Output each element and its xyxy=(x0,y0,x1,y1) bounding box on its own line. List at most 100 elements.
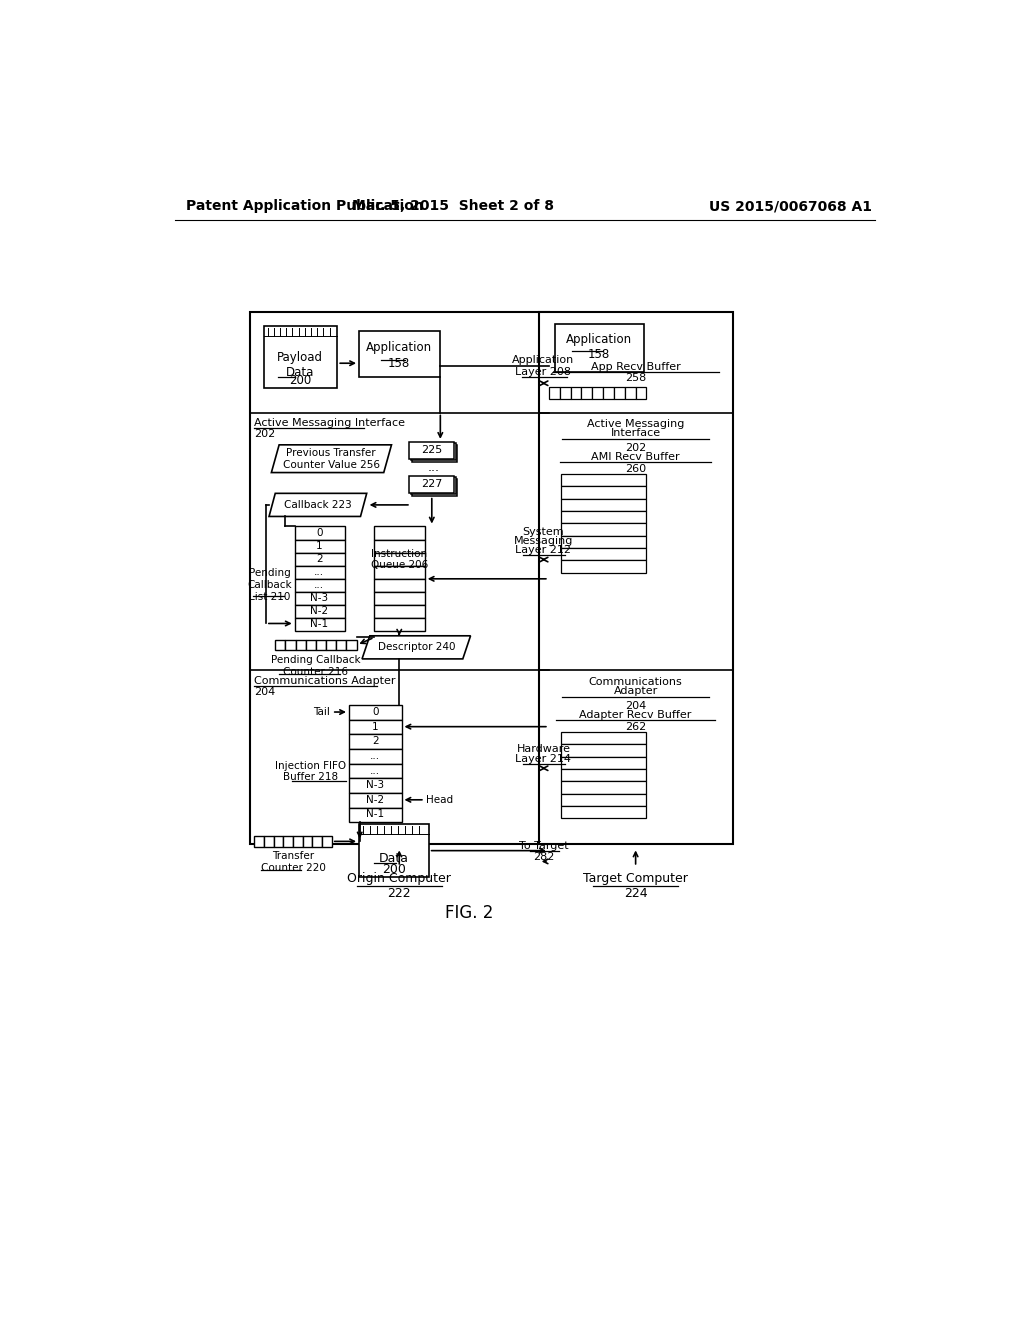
Bar xyxy=(561,523,646,536)
Bar xyxy=(570,387,582,399)
Text: 202: 202 xyxy=(254,429,275,440)
Text: FIG. 2: FIG. 2 xyxy=(444,904,494,921)
Bar xyxy=(295,553,345,566)
Text: 1: 1 xyxy=(316,541,323,550)
Text: Payload
Data: Payload Data xyxy=(278,351,323,379)
Text: 260: 260 xyxy=(625,465,646,474)
Text: Tail: Tail xyxy=(313,708,331,717)
Bar xyxy=(375,553,425,566)
Text: 200: 200 xyxy=(382,862,406,875)
Text: Application: Application xyxy=(512,355,574,366)
Bar xyxy=(251,313,549,843)
Bar xyxy=(375,540,425,553)
Text: Active Messaging Interface: Active Messaging Interface xyxy=(254,418,406,428)
Bar xyxy=(561,560,646,573)
Text: 222: 222 xyxy=(387,887,411,900)
Bar xyxy=(410,442,455,459)
Bar xyxy=(295,605,345,618)
Bar xyxy=(561,474,646,487)
Bar xyxy=(349,705,401,719)
Bar xyxy=(561,770,646,781)
Bar xyxy=(614,387,625,399)
Text: 158: 158 xyxy=(388,356,411,370)
Bar xyxy=(264,836,273,847)
Bar xyxy=(273,836,284,847)
Bar xyxy=(295,578,345,591)
Bar xyxy=(413,479,458,496)
Bar xyxy=(561,807,646,818)
Text: 0: 0 xyxy=(316,528,323,537)
Bar xyxy=(336,640,346,651)
Text: 0: 0 xyxy=(372,708,379,717)
Text: ...: ... xyxy=(370,751,380,760)
Text: 1: 1 xyxy=(372,722,379,731)
Text: 227: 227 xyxy=(421,479,442,490)
Bar xyxy=(312,836,323,847)
Bar xyxy=(295,527,345,540)
Text: 224: 224 xyxy=(624,887,647,900)
Text: Previous Transfer
Counter Value 256: Previous Transfer Counter Value 256 xyxy=(283,447,380,470)
Text: Descriptor 240: Descriptor 240 xyxy=(378,643,455,652)
Text: Injection FIFO
Buffer 218: Injection FIFO Buffer 218 xyxy=(275,760,346,783)
Text: Instruction
Queue 206: Instruction Queue 206 xyxy=(371,549,428,570)
Text: 258: 258 xyxy=(625,372,646,383)
Bar xyxy=(275,640,286,651)
Text: Communications: Communications xyxy=(589,677,683,686)
Text: Target Computer: Target Computer xyxy=(584,871,688,884)
Bar xyxy=(413,445,458,462)
Text: 200: 200 xyxy=(289,374,311,387)
Bar xyxy=(411,478,456,494)
Bar xyxy=(306,640,316,651)
Text: ...: ... xyxy=(427,462,439,474)
Bar xyxy=(349,808,401,822)
Bar xyxy=(561,756,646,770)
Text: Hardware: Hardware xyxy=(516,744,570,754)
Bar xyxy=(303,836,312,847)
Bar xyxy=(349,734,401,748)
Text: N-1: N-1 xyxy=(310,619,329,630)
Bar xyxy=(561,548,646,561)
Bar xyxy=(349,763,401,779)
Text: 282: 282 xyxy=(532,851,554,862)
Bar xyxy=(295,566,345,579)
Text: N-1: N-1 xyxy=(367,809,384,820)
Text: Pending Callback
Counter 216: Pending Callback Counter 216 xyxy=(270,655,360,677)
Text: N-2: N-2 xyxy=(310,606,329,616)
Bar xyxy=(561,511,646,524)
Text: To Target: To Target xyxy=(518,841,568,851)
Bar xyxy=(263,326,337,388)
Bar xyxy=(555,323,644,372)
Bar xyxy=(295,540,345,553)
Bar xyxy=(349,779,401,793)
Text: N-2: N-2 xyxy=(367,795,384,805)
Text: Adapter Recv Buffer: Adapter Recv Buffer xyxy=(580,710,692,721)
Text: AMI Recv Buffer: AMI Recv Buffer xyxy=(591,453,680,462)
Bar xyxy=(326,640,336,651)
Bar xyxy=(349,719,401,734)
Text: Active Messaging: Active Messaging xyxy=(587,418,684,429)
Text: 2: 2 xyxy=(316,554,323,564)
Bar xyxy=(293,836,303,847)
Text: 262: 262 xyxy=(625,722,646,733)
Text: ...: ... xyxy=(370,766,380,776)
Bar xyxy=(561,781,646,793)
Text: 158: 158 xyxy=(588,348,610,362)
Text: N-3: N-3 xyxy=(367,780,384,791)
Text: Origin Computer: Origin Computer xyxy=(347,871,452,884)
Bar xyxy=(561,499,646,511)
Bar xyxy=(561,793,646,807)
Text: US 2015/0067068 A1: US 2015/0067068 A1 xyxy=(710,199,872,213)
Bar xyxy=(561,486,646,499)
Text: N-3: N-3 xyxy=(310,593,329,603)
Text: 204: 204 xyxy=(254,686,275,697)
Polygon shape xyxy=(362,636,471,659)
Bar xyxy=(561,744,646,756)
Bar xyxy=(286,640,296,651)
Text: Layer 208: Layer 208 xyxy=(515,367,571,378)
Bar xyxy=(561,733,646,744)
Bar xyxy=(316,640,326,651)
Bar xyxy=(349,793,401,808)
Bar xyxy=(375,605,425,618)
Bar xyxy=(636,387,646,399)
Text: System: System xyxy=(522,527,564,537)
